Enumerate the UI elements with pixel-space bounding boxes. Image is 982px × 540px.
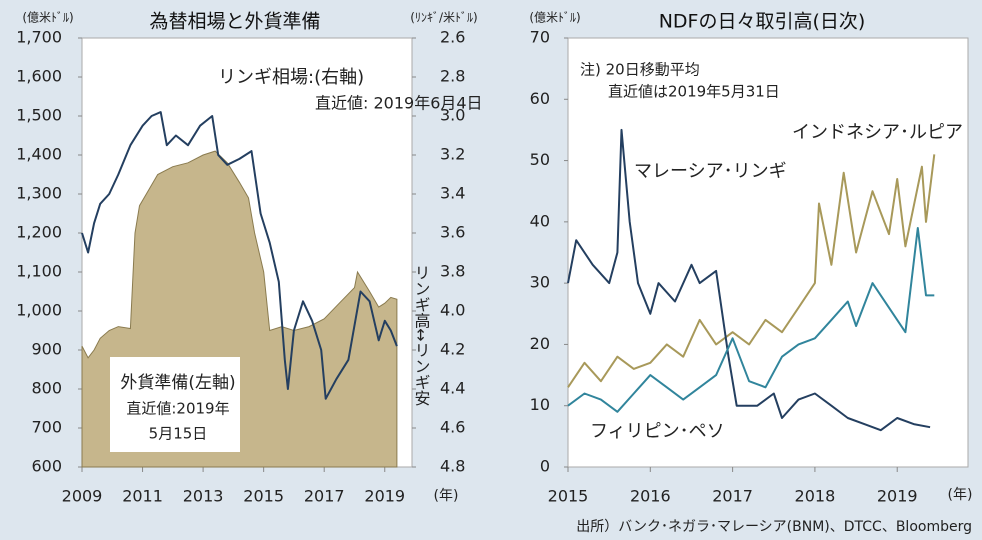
x-tick-label: 2013 [183, 487, 224, 506]
y-tick-label: 1,700 [16, 28, 62, 47]
annotation: 直近値は2019年5月31日 [608, 83, 780, 101]
x-tick-label: 2016 [630, 487, 671, 506]
y-tick-label: 20 [530, 334, 550, 353]
line [567, 154, 936, 388]
annotation: 直近値: 2019年6月4日 [315, 94, 483, 113]
annotation: 注) 20日移動平均 [580, 61, 700, 79]
y2-tick-label: 3.8 [440, 262, 465, 281]
annotation: リンギ高↔リンギ安 [412, 264, 431, 405]
annotation: 直近値:2019年 [126, 400, 229, 418]
y-tick-label: 1,200 [16, 223, 62, 242]
x-tick-label: 2015 [243, 487, 284, 506]
chart-title: 為替相場と外貨準備 [149, 11, 320, 33]
y-axis-label: (億米ﾄﾞﾙ) [22, 11, 73, 25]
x-tick-label: 2017 [712, 487, 753, 506]
source: 出所）バンク･ネガラ･マレーシア(BNM)、DTCC、Bloomberg [576, 519, 972, 535]
y-tick-label: 800 [31, 379, 62, 398]
line [81, 111, 398, 400]
y2-tick-label: 2.6 [440, 28, 465, 47]
y2-axis-label: (ﾘﾝｷﾞ/米ﾄﾞﾙ) [410, 11, 477, 25]
y-tick-label: 70 [530, 28, 550, 47]
y-tick-label: 900 [31, 340, 62, 359]
series-label: マレーシア･リンギ [634, 161, 787, 182]
plot-area [567, 37, 969, 468]
y-tick-label: 60 [530, 89, 550, 108]
y2-tick-label: 4.2 [440, 340, 465, 359]
y-tick-label: 50 [530, 150, 550, 169]
y-tick-label: 1,100 [16, 262, 62, 281]
y-axis-label: (億米ﾄﾞﾙ) [529, 11, 580, 25]
y-tick-label: 1,400 [16, 145, 62, 164]
label-box [110, 357, 240, 452]
x-tick-label: 2019 [364, 487, 405, 506]
y2-tick-label: 4.6 [440, 418, 465, 437]
series-label: 外貨準備(左軸) [120, 373, 235, 393]
y2-tick-label: 3.0 [440, 106, 465, 125]
y-tick-label: 10 [530, 395, 550, 414]
x-tick-label: 2015 [548, 487, 589, 506]
y-tick-label: 1,600 [16, 67, 62, 86]
x-axis-label: (年) [948, 487, 973, 503]
y2-tick-label: 4.8 [440, 457, 465, 476]
x-tick-label: 2019 [877, 487, 918, 506]
line [567, 128, 931, 432]
y2-tick-label: 3.2 [440, 145, 465, 164]
x-tick-label: 2009 [62, 487, 103, 506]
y-tick-label: 1,300 [16, 184, 62, 203]
x-tick-label: 2011 [122, 487, 163, 506]
y-tick-label: 700 [31, 418, 62, 437]
y2-tick-label: 2.8 [440, 67, 465, 86]
series-label: フィリピン･ペソ [590, 421, 725, 442]
y-tick-label: 1,500 [16, 106, 62, 125]
x-tick-label: 2017 [304, 487, 345, 506]
y2-tick-label: 3.6 [440, 223, 465, 242]
series-label: インドネシア･ルピア [792, 122, 963, 143]
line [567, 227, 935, 413]
chart-title: NDFの日々取引高(日次) [659, 11, 866, 33]
y2-tick-label: 4.0 [440, 301, 465, 320]
y-tick-label: 30 [530, 273, 550, 292]
y-tick-label: 0 [540, 457, 550, 476]
annotation: 5月15日 [149, 425, 208, 443]
y-tick-label: 40 [530, 211, 550, 230]
y2-tick-label: 4.4 [440, 379, 465, 398]
x-axis-label: (年) [434, 488, 459, 504]
x-tick-label: 2018 [795, 487, 836, 506]
y2-tick-label: 3.4 [440, 184, 465, 203]
series-label: リンギ相場:(右軸) [218, 67, 364, 88]
y-tick-label: 600 [31, 457, 62, 476]
y-tick-label: 1,000 [16, 301, 62, 320]
